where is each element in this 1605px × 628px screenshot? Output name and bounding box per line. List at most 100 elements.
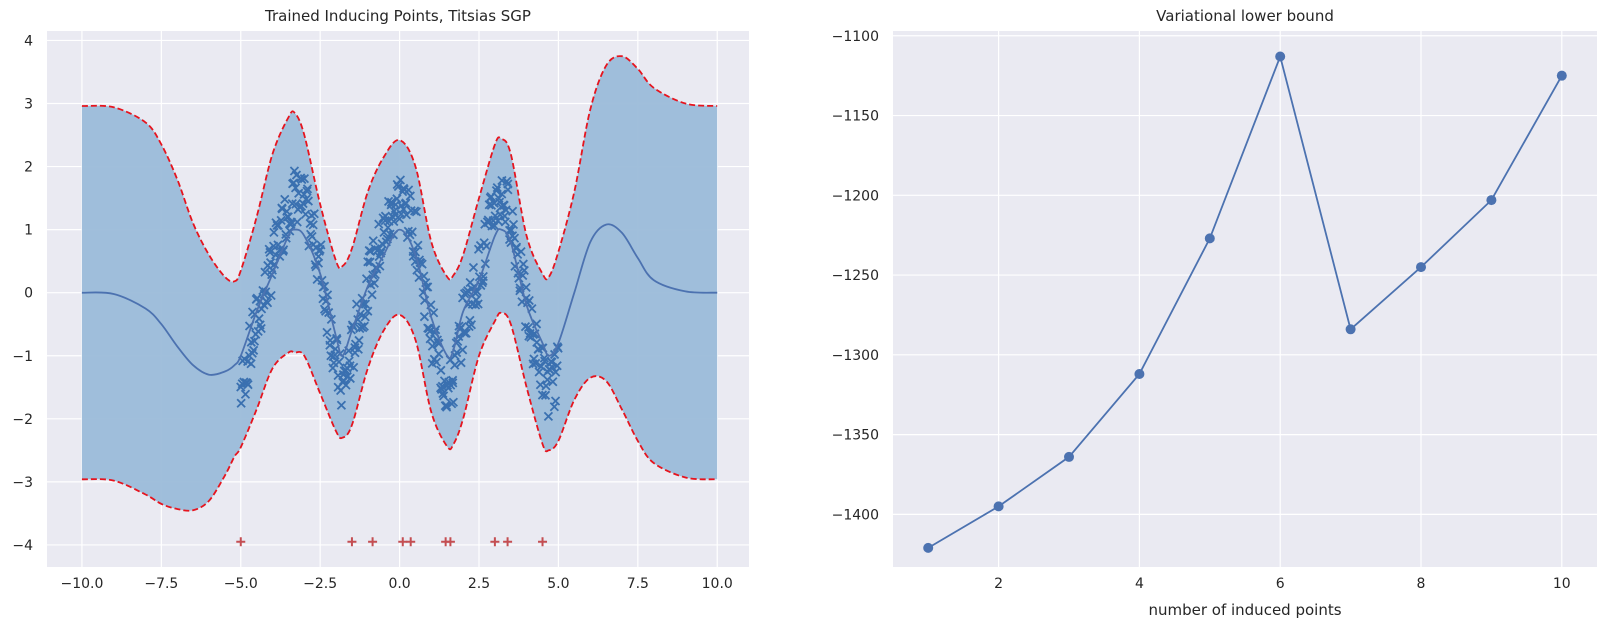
y-tick-label: −1350: [832, 428, 879, 444]
observation-point: [519, 265, 529, 276]
y-tick-label: −1200: [832, 188, 879, 204]
observation-point: [290, 183, 301, 193]
observation-point: [438, 391, 449, 401]
observation-point: [405, 191, 415, 201]
y-tick-label: 4: [24, 33, 33, 49]
y-tick-label: 2: [24, 160, 33, 176]
grid-right: [893, 31, 1597, 567]
elbo-plot: 2 4 6 8 10 −1100 −1150 −1200 −1250 −1300 −1350 −14…: [832, 7, 1597, 619]
x-ticks-left: −10.0 −7.5 −5.0 −2.5 0.0 2.5 5.0 7.5 10.0: [60, 576, 732, 592]
observation-point: [277, 204, 287, 214]
inducing-point: [236, 537, 246, 547]
observation-point: [540, 390, 551, 400]
observation-point: [236, 398, 246, 408]
observation-point: [448, 375, 458, 385]
inducing-point: [368, 537, 378, 547]
observation-point: [354, 335, 364, 346]
y-tick-label: −1100: [832, 29, 879, 45]
observation-point: [456, 358, 466, 368]
observation-point: [441, 402, 452, 412]
inducing-points-group: [236, 537, 548, 547]
observation-point: [260, 267, 270, 277]
observation-point: [549, 349, 560, 360]
observation-point: [468, 262, 479, 273]
observation-point: [303, 196, 314, 206]
observation-point: [341, 380, 351, 390]
observation-point: [434, 349, 444, 359]
observation-point: [491, 185, 502, 196]
observation-point: [266, 290, 276, 301]
y-tick-label: 1: [24, 223, 33, 239]
x-tick-label: 8: [1417, 576, 1426, 592]
observation-point: [499, 200, 509, 210]
observation-point: [363, 306, 373, 316]
chart-title-right: Variational lower bound: [1156, 7, 1334, 25]
observation-point: [473, 299, 483, 309]
x-axis-label-right: number of induced points: [1148, 601, 1341, 619]
y-tick-label: −3: [12, 475, 33, 491]
inducing-point: [538, 537, 548, 547]
observation-point: [345, 373, 355, 384]
observation-point: [441, 401, 452, 411]
observation-point: [450, 360, 460, 370]
inducing-point: [347, 537, 357, 547]
observation-point: [359, 321, 369, 331]
y-tick-label: −1: [12, 349, 33, 365]
observation-point: [489, 221, 500, 231]
observation-point: [507, 206, 518, 216]
observation-point: [265, 247, 275, 257]
gp-plot: −10.0 −7.5 −5.0 −2.5 0.0 2.5 5.0 7.5 10.0 −4 −3 −2…: [12, 7, 749, 592]
observation-point: [369, 278, 379, 288]
observation-point: [269, 227, 279, 238]
y-ticks-left: −4 −3 −2 −1 0 1 2 3 4: [12, 33, 33, 553]
observation-point: [246, 359, 256, 369]
observation-point: [413, 240, 423, 250]
observation-point: [448, 378, 458, 388]
elbo-point: [1486, 195, 1497, 206]
inducing-point: [398, 537, 408, 547]
y-ticks-right: −1100 −1150 −1200 −1250 −1300 −1350 −1400: [832, 29, 879, 524]
observation-point: [336, 400, 347, 410]
inducing-point: [503, 537, 513, 547]
observation-point: [419, 312, 430, 322]
y-tick-label: −2: [12, 412, 33, 428]
inducing-point: [445, 537, 455, 547]
observation-point: [509, 233, 520, 243]
observation-point: [398, 204, 408, 214]
posterior-lines-group: [81, 55, 718, 512]
observation-point: [436, 365, 446, 375]
observation-point: [395, 175, 406, 185]
observation-point: [239, 377, 249, 387]
observation-point: [520, 321, 531, 332]
elbo-point: [1064, 451, 1074, 462]
observation-point: [521, 282, 531, 293]
x-tick-label: 5.0: [547, 576, 569, 592]
elbo-point: [1556, 70, 1567, 81]
observation-point: [537, 390, 548, 400]
observation-point: [363, 257, 373, 267]
observation-point: [407, 227, 417, 237]
observation-point: [431, 357, 442, 367]
inducing-point: [490, 537, 500, 547]
observation-point: [548, 377, 558, 387]
chart-title-left: Trained Inducing Points, Titsias SGP: [264, 7, 531, 25]
observation-point: [374, 219, 384, 229]
observation-point: [308, 220, 318, 230]
observation-point: [502, 176, 512, 186]
y-tick-label: 3: [24, 97, 33, 113]
observation-point: [516, 247, 526, 257]
observation-point: [353, 344, 363, 354]
elbo-point: [923, 542, 934, 553]
observation-point: [401, 198, 411, 208]
y-tick-label: −4: [12, 538, 33, 554]
observation-point: [302, 184, 313, 194]
x-tick-label: 6: [1276, 576, 1285, 592]
observation-point: [508, 219, 519, 230]
observation-point: [550, 396, 561, 406]
elbo-point: [1204, 233, 1215, 244]
observation-point: [298, 198, 308, 209]
observation-point: [262, 298, 273, 308]
inducing-point: [406, 537, 416, 547]
x-tick-label: 2: [994, 576, 1003, 592]
